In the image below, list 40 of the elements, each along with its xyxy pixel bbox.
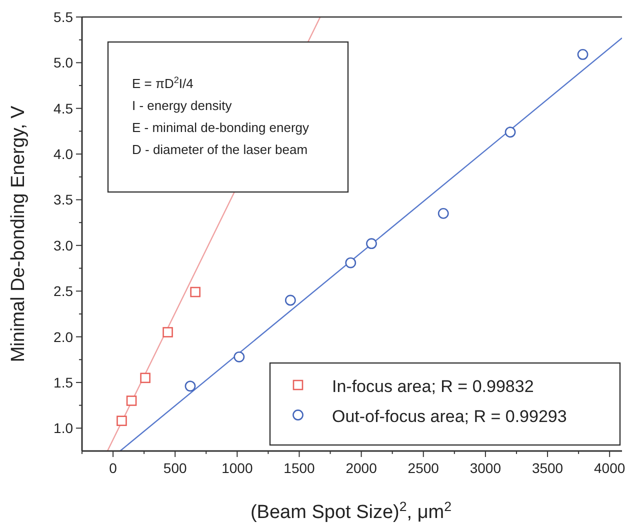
point <box>504 126 516 138</box>
annotation: E - minimal de-bonding energy <box>132 120 310 135</box>
x-tick-label: 4000 <box>594 460 626 476</box>
x-tick-label: 3000 <box>470 460 502 476</box>
annotation: E = πD$^{2}$I/4 <box>132 75 194 91</box>
y-tick-label: 5.0 <box>54 54 74 71</box>
y-tick-label: 4.0 <box>54 146 74 162</box>
y-tick-label: 3.5 <box>54 192 74 208</box>
legend-label: Out-of-focus area; R = 0.99293 <box>332 407 567 426</box>
point <box>190 286 200 298</box>
y-tick-label: 3.0 <box>54 237 74 254</box>
point <box>162 327 173 338</box>
x-tick-label: 2000 <box>346 460 378 476</box>
point <box>126 396 137 406</box>
y-tick-label: 1.5 <box>54 374 74 390</box>
x-tick-label: 1500 <box>284 460 316 476</box>
point <box>366 238 377 250</box>
y-axis-title: Minimal De-bonding Energy, V <box>8 106 29 362</box>
legend-label: In-focus area; R = 0.99832 <box>332 377 534 396</box>
annotation: I - energy density <box>132 98 232 113</box>
point <box>140 372 150 384</box>
annotation: D - diameter of the laser beam <box>132 142 308 157</box>
point <box>438 208 449 219</box>
x-tick-label: 500 <box>163 460 187 476</box>
point <box>345 257 356 268</box>
y-tick-label: 2.0 <box>54 328 74 345</box>
y-tick-label: 4.5 <box>54 100 74 116</box>
point <box>184 380 196 392</box>
y-tick-label: 2.5 <box>54 283 74 300</box>
x-tick-label: 1000 <box>222 460 253 476</box>
x-axis-title: (Beam Spot Size)$^{2}$, μm$^{2}$ <box>250 498 452 523</box>
x-tick-label: 2500 <box>408 460 440 476</box>
point <box>284 294 296 306</box>
y-tick-label: 5.5 <box>54 9 74 25</box>
y-tick-label: 1.0 <box>54 420 74 436</box>
x-tick-label: 0 <box>109 460 118 476</box>
point <box>577 49 588 60</box>
x-tick-label: 3500 <box>532 460 564 476</box>
point <box>116 416 127 426</box>
point <box>234 351 245 362</box>
